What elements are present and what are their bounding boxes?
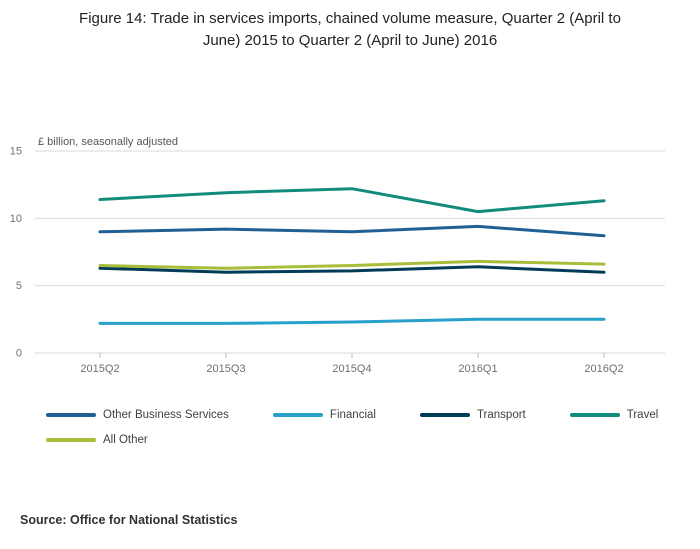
svg-text:10: 10 <box>10 213 22 225</box>
figure-title: Figure 14: Trade in services imports, ch… <box>79 10 621 49</box>
svg-text:2016Q1: 2016Q1 <box>458 363 497 375</box>
svg-text:2016Q2: 2016Q2 <box>584 363 623 375</box>
svg-text:5: 5 <box>16 280 22 292</box>
legend-swatch-financial <box>272 413 323 417</box>
chart-legend: Other Business Services Financial Transp… <box>46 407 696 448</box>
legend-label-other-business-services: Other Business Services <box>103 409 229 421</box>
line-chart: 0 5 10 15 £ billion, seasonally adjusted 2015… <box>10 136 665 375</box>
chart-area: 0 5 10 15 £ billion, seasonally adjusted 2015… <box>0 135 700 380</box>
legend-label-financial: Financial <box>329 409 376 421</box>
legend-item-travel: Travel <box>569 407 659 423</box>
legend-swatch-transport <box>419 413 470 417</box>
legend-item-transport: Transport <box>419 407 526 423</box>
legend-item-financial: Financial <box>272 407 376 423</box>
legend-swatch-travel <box>569 413 620 417</box>
source-text: Source: Office for National Statistics <box>20 513 238 527</box>
svg-text:0: 0 <box>16 348 22 360</box>
legend-swatch-all-other <box>46 438 96 442</box>
legend-label-all-other: All Other <box>103 434 148 446</box>
legend-item-all-other: All Other <box>46 432 148 448</box>
legend-label-travel: Travel <box>626 409 659 421</box>
svg-text:2015Q2: 2015Q2 <box>80 363 119 375</box>
svg-text:2015Q4: 2015Q4 <box>332 363 371 375</box>
svg-text:2015Q3: 2015Q3 <box>206 363 245 375</box>
svg-text:15: 15 <box>10 146 22 158</box>
legend-label-transport: Transport <box>476 409 526 421</box>
legend-item-other-business-services: Other Business Services <box>46 407 229 423</box>
svg-text:£ billion, seasonally adjusted: £ billion, seasonally adjusted <box>38 136 178 148</box>
legend-swatch-other-business-services <box>46 413 96 417</box>
